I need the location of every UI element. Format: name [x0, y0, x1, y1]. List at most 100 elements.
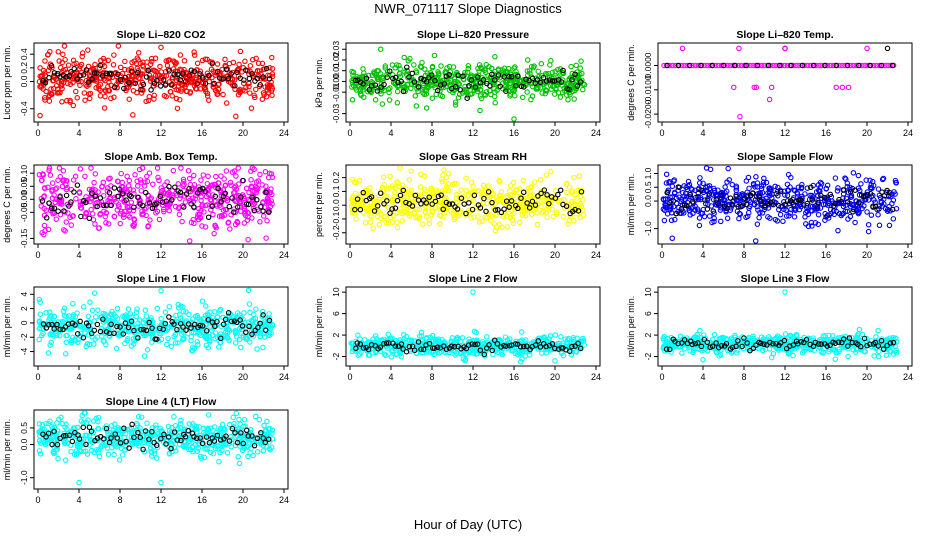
x-tick-label: 8	[741, 372, 746, 382]
data-point	[697, 175, 703, 181]
data-point	[438, 63, 444, 69]
data-point	[455, 212, 462, 219]
data-point	[421, 173, 428, 179]
data-point	[661, 62, 667, 69]
data-point	[429, 95, 436, 101]
data-point	[408, 168, 414, 174]
data-point	[245, 214, 251, 220]
data-point	[67, 81, 74, 87]
data-point	[63, 219, 70, 225]
data-point-highlight	[216, 75, 223, 81]
data-point	[847, 213, 854, 220]
y-tick-label: -0.15	[19, 228, 29, 248]
data-point-highlight	[191, 204, 197, 210]
data-point	[548, 168, 554, 175]
x-tick-label: 16	[509, 250, 519, 260]
data-point-outlier	[833, 84, 839, 91]
data-point	[253, 55, 259, 62]
data-point	[542, 90, 549, 97]
data-point-highlight	[552, 195, 559, 201]
data-point-highlight	[520, 84, 527, 90]
data-point	[113, 199, 119, 205]
data-point	[73, 196, 79, 202]
data-point-highlight	[460, 73, 466, 79]
data-point	[350, 69, 357, 76]
x-tick-label: 20	[862, 372, 872, 382]
data-point	[268, 171, 275, 177]
data-point	[710, 196, 717, 203]
data-point	[753, 174, 759, 180]
data-point	[201, 209, 207, 215]
data-point	[214, 61, 221, 67]
data-point	[878, 198, 884, 205]
data-point	[233, 173, 239, 179]
data-point	[237, 200, 243, 207]
data-point-highlight	[108, 71, 115, 78]
data-point	[86, 91, 92, 97]
data-point-highlight	[513, 82, 519, 89]
data-point-highlight	[377, 190, 384, 196]
data-point-highlight	[63, 192, 70, 199]
data-point	[93, 314, 99, 320]
data-point-highlight	[220, 76, 226, 82]
figure-title: NWR_071117 Slope Diagnostics	[374, 1, 562, 16]
y-tick-label: 0.05	[19, 178, 29, 195]
data-point-highlight	[112, 84, 118, 90]
data-point	[77, 63, 84, 70]
data-point	[65, 62, 72, 68]
data-point-highlight	[238, 194, 244, 200]
data-point-highlight	[163, 198, 169, 204]
data-point-highlight	[529, 198, 536, 205]
data-point-highlight	[74, 331, 81, 337]
y-tick-label: 0.0	[331, 199, 341, 211]
data-point	[678, 62, 685, 69]
data-point	[876, 222, 883, 229]
data-point	[99, 333, 105, 339]
data-point	[172, 203, 179, 210]
data-point	[352, 190, 359, 197]
data-point	[450, 210, 456, 216]
y-axis-label: kPa per min.	[314, 57, 324, 108]
data-point	[784, 62, 791, 69]
data-point	[540, 208, 547, 215]
data-point	[423, 188, 429, 194]
data-point-highlight	[115, 71, 121, 77]
data-point	[845, 353, 851, 360]
data-point	[213, 173, 219, 180]
data-point-highlight	[352, 77, 359, 84]
data-point	[252, 94, 258, 101]
data-point	[427, 82, 434, 88]
data-point	[482, 92, 489, 98]
panel-title: Slope Sample Flow	[737, 151, 834, 163]
data-point	[836, 62, 842, 69]
data-point	[153, 210, 159, 216]
data-point	[436, 212, 443, 219]
data-point	[892, 191, 898, 197]
data-point	[817, 205, 824, 211]
data-point	[41, 222, 48, 229]
data-point-highlight	[497, 83, 503, 90]
data-point	[70, 301, 76, 307]
data-point-highlight	[541, 187, 548, 193]
data-point-highlight	[489, 71, 495, 78]
data-point	[362, 220, 369, 226]
data-point	[458, 187, 464, 193]
data-point	[822, 217, 828, 223]
data-point	[725, 165, 731, 172]
data-point	[229, 75, 235, 82]
data-point	[382, 193, 388, 199]
data-point	[672, 62, 679, 69]
data-point-highlight	[732, 62, 738, 69]
data-point	[743, 178, 750, 184]
data-point-highlight	[572, 71, 578, 77]
data-point	[202, 86, 209, 93]
data-point	[60, 178, 67, 184]
data-point-highlight	[477, 205, 484, 211]
data-point	[202, 84, 208, 90]
data-point	[111, 70, 118, 77]
data-point	[161, 92, 168, 99]
data-point	[522, 353, 529, 359]
data-point	[801, 62, 808, 69]
data-point	[717, 207, 724, 213]
data-point	[158, 185, 164, 191]
